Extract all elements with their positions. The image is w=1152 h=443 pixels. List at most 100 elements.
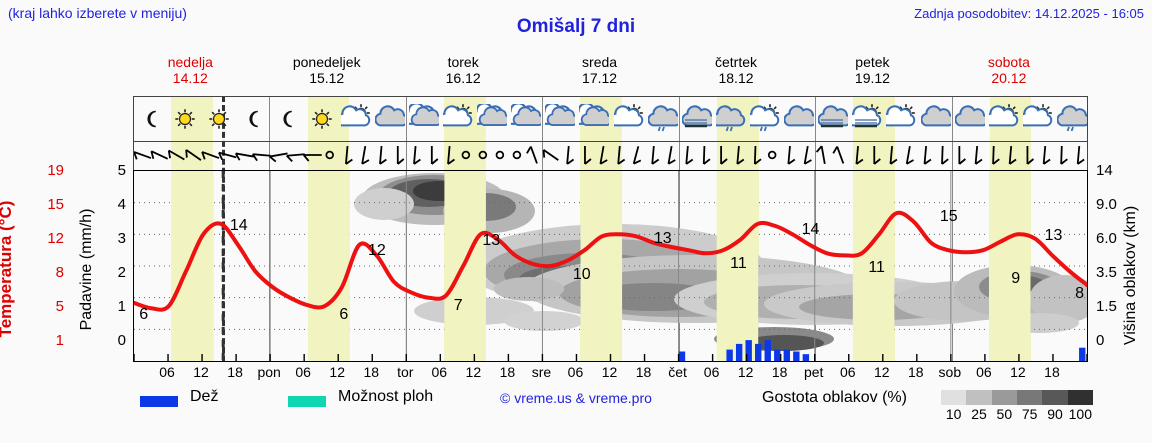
wind-barb (396, 146, 405, 165)
cloud-density-swatch-3 (1016, 390, 1043, 405)
day-date: 20.12 (991, 70, 1027, 86)
time-tick-21: 12 (873, 364, 890, 380)
time-tick-24: 06 (976, 364, 992, 380)
day-separator-5 (815, 96, 817, 362)
wind-barb (150, 150, 169, 160)
wind-barb (702, 145, 711, 165)
wind-barb (526, 146, 538, 164)
day-name: ponedeljek (292, 54, 361, 70)
day-date: 16.12 (445, 70, 481, 86)
time-tick-4: 06 (295, 364, 311, 380)
wind-barb (413, 145, 421, 165)
wind-barb (234, 152, 254, 161)
precipitation-bar (678, 351, 686, 361)
weather-icon-cloud (477, 104, 508, 134)
time-tick-8: 06 (431, 364, 448, 380)
weather-icon-moon-cloud (374, 104, 405, 134)
time-tick-0: 06 (159, 364, 175, 380)
wind-barb (832, 146, 845, 164)
graph-svg (134, 171, 1087, 361)
location-menu-note: (kraj lahko izberete v meniju) (8, 5, 187, 21)
wind-barb (1026, 146, 1035, 165)
precipitation-tick-3: 2 (117, 264, 126, 281)
cloud-density-blob (744, 335, 824, 351)
wind-barb (958, 146, 966, 165)
wind-barb (430, 146, 439, 165)
weather-icon-moon-cloud (954, 104, 985, 134)
temperature-curve (134, 210, 1087, 312)
precipitation-tick-5: 0 (117, 332, 126, 349)
time-tick-11: sre (531, 364, 552, 380)
temperature-tick-2: 12 (47, 230, 64, 247)
time-tick-5: 12 (329, 364, 345, 380)
wind-barb (855, 145, 864, 165)
time-tick-20: 06 (839, 364, 856, 380)
temperature-tick-5: 1 (55, 332, 64, 349)
day-header-2: torek 16.12 (395, 54, 531, 86)
wind-barb (1076, 145, 1085, 165)
time-tick-18: 18 (771, 364, 788, 380)
cloud-height-tick-0: 14 (1096, 162, 1113, 179)
precipitation-tick-1: 4 (117, 196, 126, 213)
weather-icon-sun (204, 104, 234, 134)
temperature-curve-layer (134, 210, 1087, 312)
precipitation-bar (1079, 347, 1086, 361)
precipitation-bars-layer (678, 340, 1086, 361)
cloud-density-swatch-4 (1042, 390, 1068, 405)
rain-legend-label: Dež (190, 388, 219, 405)
night-bands-layer (172, 171, 1031, 361)
wind-barb (941, 145, 949, 165)
day-header-0: nedelja 14.12 (122, 54, 258, 86)
cloud-height-tick-5: 0 (1096, 332, 1105, 349)
cloud-density-blob (494, 277, 564, 301)
weather-icon-moon-fog (818, 104, 849, 134)
weather-icon-cloud (579, 104, 610, 134)
wind-barb (1042, 145, 1051, 165)
wind-barb (286, 153, 305, 162)
wind-calm-marker (325, 150, 334, 160)
time-tick-25: 12 (1010, 364, 1026, 380)
wind-calm-marker (767, 150, 777, 160)
daylight-band-graph (852, 171, 895, 361)
precipitation-bar (735, 343, 743, 361)
daylight-band-graph (172, 171, 214, 361)
weather-icon-moon-cloud-rain (647, 104, 678, 134)
time-tick-14: 18 (635, 364, 652, 380)
precipitation-tick-2: 3 (117, 230, 126, 247)
cloud-density-tick-3: 75 (1021, 406, 1038, 422)
wind-barb (753, 145, 762, 165)
precipitation-bar (802, 354, 810, 361)
daylight-band-graph (308, 171, 350, 361)
day-header-row: nedelja 14.12 ponedeljek 15.12 torek 16.12 sre… (133, 54, 1088, 94)
day-name: sreda (582, 54, 618, 70)
weather-icon-sun-cloud-rain (749, 104, 780, 134)
daylight-band-graph (580, 171, 623, 361)
wind-barb (736, 145, 745, 165)
day-date: 19.12 (854, 70, 890, 86)
cloud-density-blob (1029, 275, 1087, 323)
wind-barb (566, 145, 575, 165)
time-tick-3: pon (257, 364, 281, 380)
copyright-link[interactable]: © vreme.us & vreme.pro (500, 390, 652, 406)
temperature-tick-0: 19 (47, 162, 64, 179)
wind-barb (617, 145, 626, 165)
day-header-1: ponedeljek 15.12 (259, 54, 395, 86)
showers-legend-swatch (288, 396, 326, 407)
weather-icon-cloud (545, 104, 576, 134)
cloud-density-tick-0: 10 (945, 406, 962, 422)
day-date: 14.12 (172, 70, 208, 86)
time-tick-26: 18 (1044, 364, 1060, 380)
time-tick-23: sob (938, 364, 962, 380)
weather-icon-sun-cloud (340, 104, 371, 134)
wind-barb (251, 153, 271, 162)
day-date: 17.12 (582, 70, 618, 86)
day-name: sobota (987, 54, 1030, 70)
weather-icon-sun-cloud (443, 104, 473, 134)
wind-barb (1008, 145, 1017, 165)
day-header-4: četrtek 18.12 (668, 54, 804, 86)
precipitation-bar (774, 349, 781, 361)
wind-barb (787, 145, 796, 165)
wind-barb (720, 146, 728, 165)
axis-ticks-layer (134, 354, 1087, 361)
temperature-tick-3: 8 (55, 264, 64, 281)
